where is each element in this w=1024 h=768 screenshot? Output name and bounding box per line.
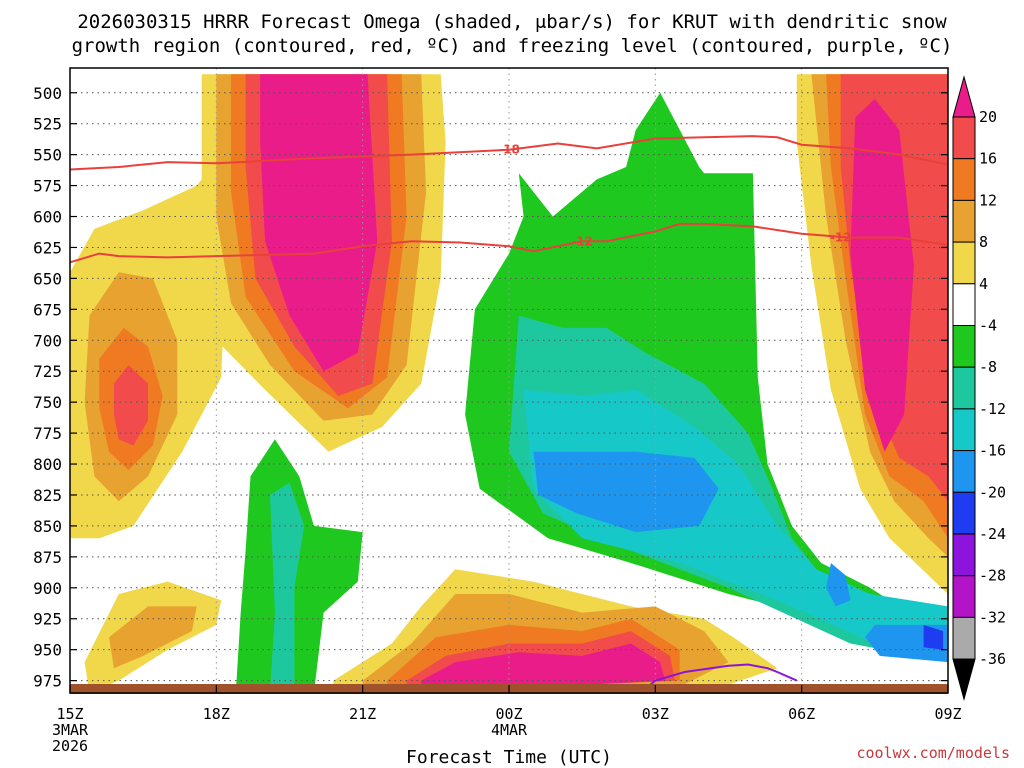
colorbar-segment--28 [952,575,976,618]
dgz-contour--18 [70,135,948,171]
plot-grid [69,68,949,693]
colorbar-label--4: -4 [979,317,997,335]
shade-blue-0130z [533,451,719,533]
colorbar-segment--8 [952,366,976,410]
shade-teal-19z [270,482,305,693]
chart-title-line-1: 2026030315 HRRR Forecast Omega (shaded, … [77,11,947,33]
colorbar-legend: 20 16 12 8 4 -4 -8 -12 -16 -20 -24 -28 -32 -36 [952,75,1006,701]
y-tick-label-875: 875 [33,548,62,567]
colorbar-segment-20 [952,116,976,160]
shade-darkblue-08z [923,624,944,650]
y-tick-label-625: 625 [33,238,62,257]
credit-text: coolwx.com/models [856,744,1010,762]
x-tick-sublabel-00Z: 4MAR [491,721,528,739]
y-tick-label-850: 850 [33,517,62,536]
x-tick-label-06Z: 06Z [788,705,815,723]
x-tick-label-03Z: 03Z [642,705,669,723]
shade-blue-0530z [826,563,851,607]
x-tick-label-15Z: 15Z [56,705,83,723]
omega-shading [70,74,948,693]
colorbar-top-arrow [952,75,976,118]
colorbar-label-8: 8 [979,233,988,251]
y-tick-label-775: 775 [33,424,62,443]
y-axis-pressure: 500 525 550 575 600 625 650 675 700 725 750 775 800 8… [33,84,948,691]
colorbar-segment-12 [952,199,976,243]
colorbar-segment-16 [952,158,976,201]
colorbar-label--12: -12 [979,400,1006,418]
y-tick-label-900: 900 [33,579,62,598]
x-tick-label-09Z: 09Z [934,705,961,723]
colorbar-segment--24 [952,533,976,577]
y-tick-label-675: 675 [33,300,62,319]
colorbar-label-16: 16 [979,150,997,168]
colorbar-segment--16 [952,450,976,493]
y-tick-label-550: 550 [33,146,62,165]
colorbar-segment-4 [952,283,976,326]
x-tick-label-21Z: 21Z [349,705,376,723]
dgz-contour-label: -12 [830,231,852,245]
colorbar-segment-8 [952,241,976,285]
colorbar-label-12: 12 [979,191,997,209]
y-tick-label-950: 950 [33,641,62,660]
y-tick-label-925: 925 [33,610,62,629]
x-tick-label-18Z: 18Z [203,705,230,723]
colorbar-label--24: -24 [979,525,1006,543]
colorbar-segment--12 [952,408,976,452]
y-tick-label-725: 725 [33,362,62,381]
x-tick-sublabel-15Z: 3MAR [52,721,89,739]
colorbar-label--32: -32 [979,608,1006,626]
x-tick-label-00Z: 00Z [495,705,522,723]
shade-red-15z [113,365,148,446]
colorbar-label--20: -20 [979,483,1006,501]
temperature-contours: -18 -12 -12 [70,135,948,693]
freezing-level-contour [640,663,798,693]
y-tick-label-525: 525 [33,115,62,134]
colorbar-segment--20 [952,491,976,535]
x-axis-label: Forecast Time (UTC) [406,747,612,768]
colorbar-label--16: -16 [979,442,1006,460]
x-tick-sublabel2-15Z: 2026 [52,737,88,755]
y-tick-label-975: 975 [33,672,62,691]
colorbar-label--36: -36 [979,650,1006,668]
y-tick-label-750: 750 [33,393,62,412]
chart-title-line-2: growth region (contoured, red, ºC) and f… [72,35,953,57]
colorbar-label--8: -8 [979,358,997,376]
shade-magenta-07z [850,98,914,452]
y-tick-label-575: 575 [33,177,62,196]
dgz-contour-label: -18 [498,143,520,157]
shade-gold-1730z [109,606,197,669]
dgz-contour-label: -12 [571,234,593,248]
y-tick-label-700: 700 [33,331,62,350]
y-tick-label-800: 800 [33,455,62,474]
shade-green-19z [235,439,363,693]
colorbar-label-20: 20 [979,108,997,126]
colorbar-bottom-arrow [952,658,976,701]
colorbar-label-4: 4 [979,275,988,293]
colorbar-segment--4 [952,325,976,368]
colorbar-label--28: -28 [979,567,1006,585]
y-tick-label-500: 500 [33,84,62,103]
shade-magenta-19z [260,74,378,372]
y-tick-label-600: 600 [33,208,62,227]
colorbar-segment--32 [952,616,976,660]
dgz-contour--12 [70,222,948,264]
y-tick-label-825: 825 [33,486,62,505]
y-tick-label-650: 650 [33,269,62,288]
